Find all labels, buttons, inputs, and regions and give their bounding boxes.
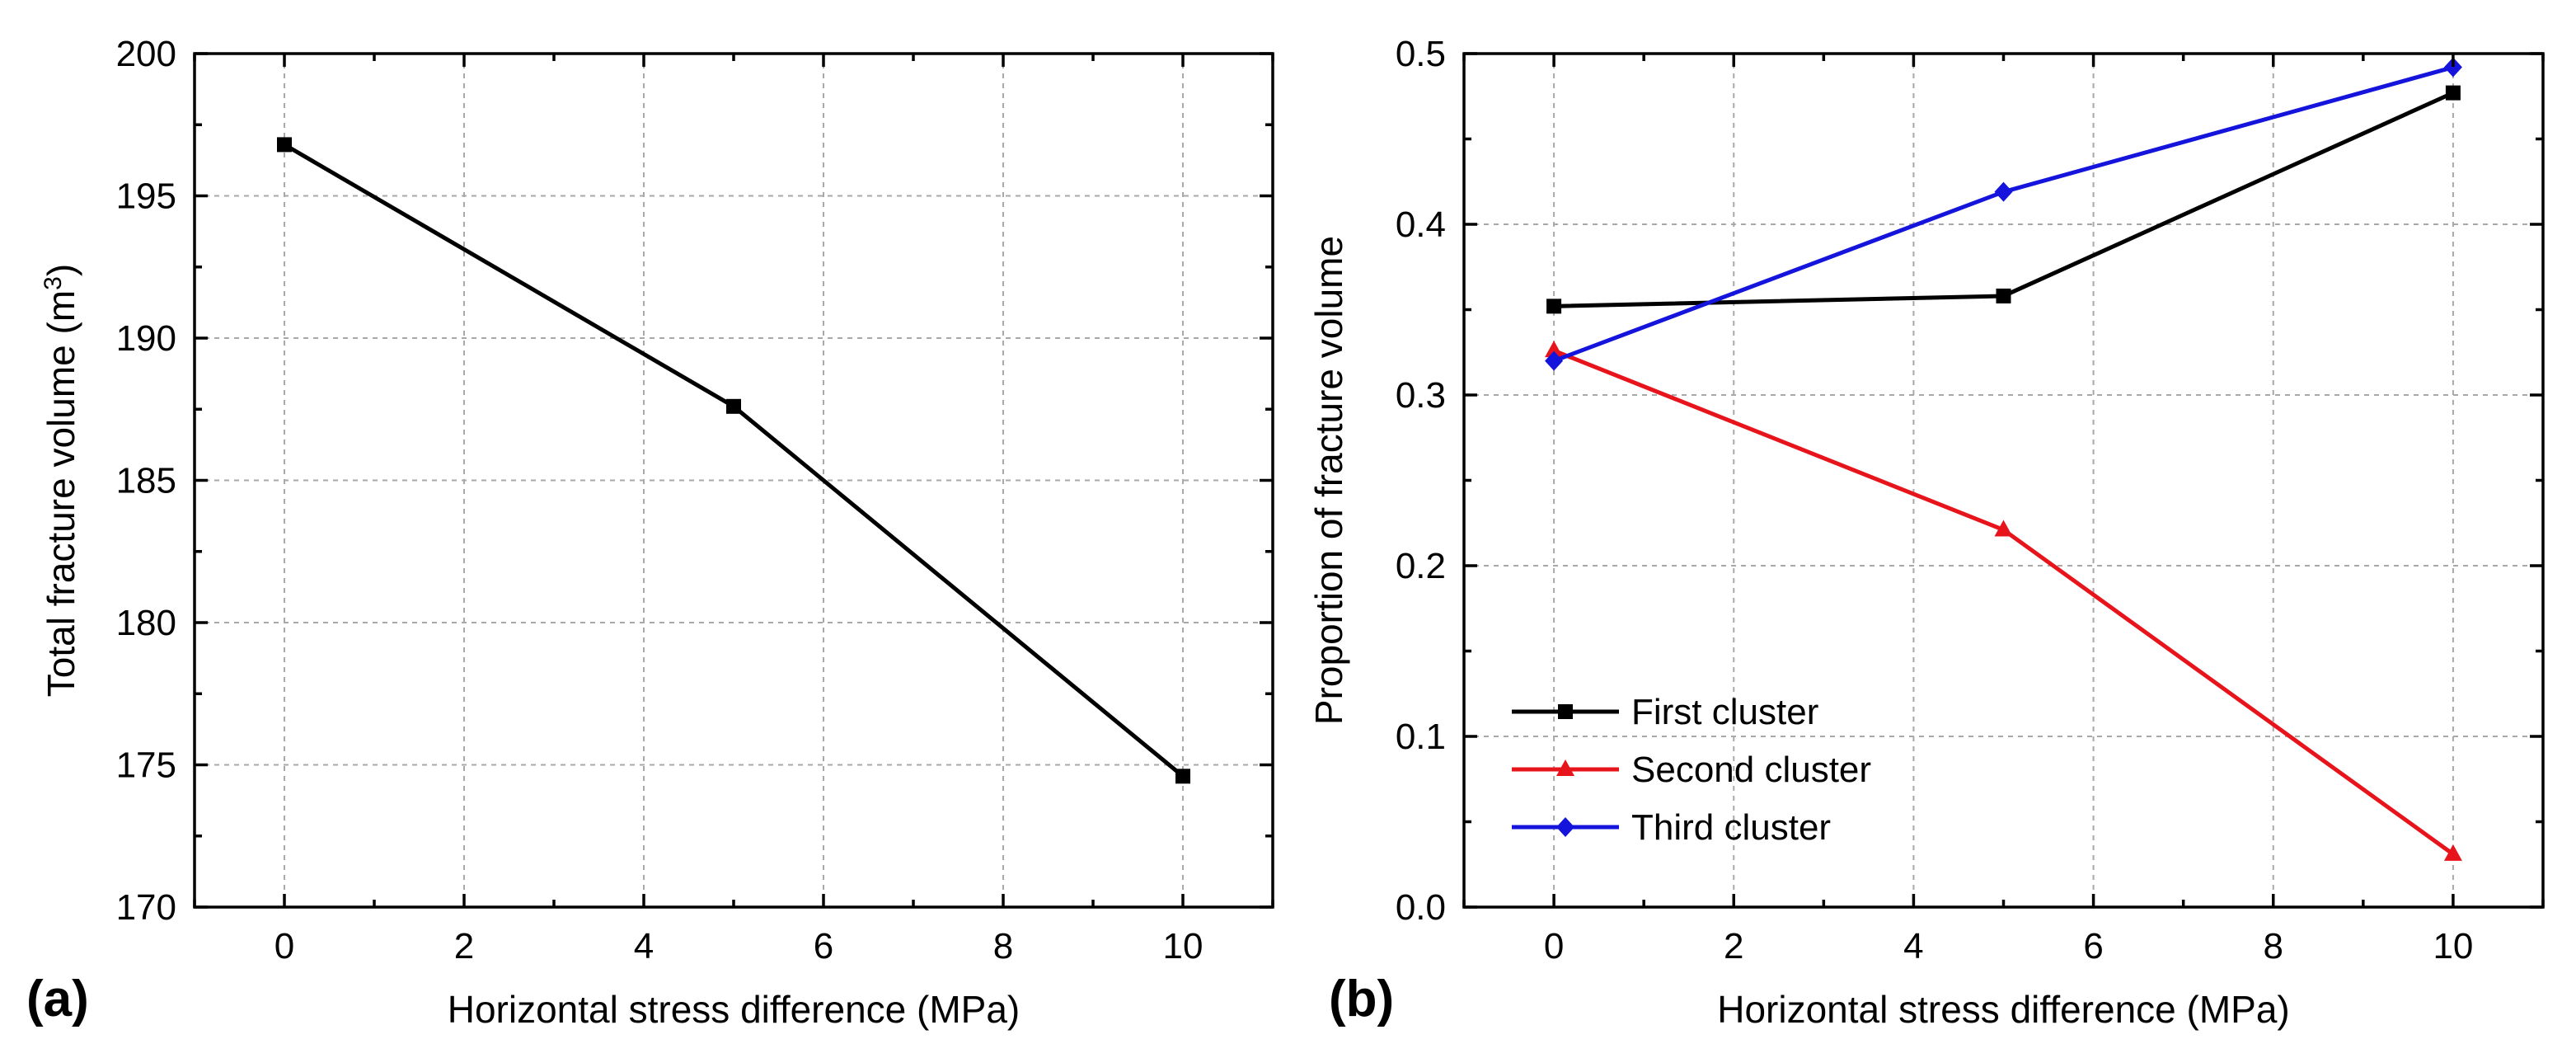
series-line bbox=[1553, 65, 2454, 363]
legend-label: Second cluster bbox=[1631, 750, 1871, 790]
legend-label: First cluster bbox=[1631, 692, 1818, 732]
y-tick-label: 200 bbox=[116, 34, 176, 74]
axis-ticks bbox=[193, 52, 1274, 909]
series-layer bbox=[1545, 57, 2462, 861]
y-tick-label: 0.0 bbox=[1396, 887, 1446, 928]
data-point bbox=[1996, 288, 2011, 303]
y-tick-label: 0.5 bbox=[1396, 34, 1446, 74]
data-point bbox=[277, 137, 292, 153]
x-tick-label: 8 bbox=[2264, 926, 2283, 966]
data-point bbox=[726, 398, 741, 414]
legend-marker bbox=[1558, 704, 1573, 719]
data-point bbox=[1994, 181, 2013, 202]
x-tick-label: 2 bbox=[454, 926, 474, 966]
y-axis-title: Proportion of fracture volume bbox=[1307, 236, 1350, 725]
legend-marker bbox=[1556, 817, 1574, 837]
y-tick-label: 0.3 bbox=[1396, 375, 1446, 416]
x-tick-label: 4 bbox=[634, 926, 654, 966]
data-point bbox=[1545, 341, 1564, 358]
y-axis-title-main: Total fracture volume (m bbox=[40, 290, 82, 697]
x-tick-label: 6 bbox=[814, 926, 833, 966]
tick-labels: 0 2 4 6 8 10 170 175 180 185 190 195 200 bbox=[116, 34, 1204, 966]
y-tick-label: 0.1 bbox=[1396, 717, 1446, 757]
data-point bbox=[2443, 844, 2462, 861]
x-tick-label: 6 bbox=[2083, 926, 2103, 966]
data-point bbox=[1175, 769, 1190, 784]
data-point bbox=[1994, 520, 2013, 537]
y-axis-title: Total fracture volume (m3) bbox=[40, 264, 83, 697]
x-axis-title: Horizontal stress difference (MPa) bbox=[1717, 988, 2290, 1031]
grid-lines bbox=[195, 53, 1273, 908]
chart-panel-a: 0 2 4 6 8 10 170 175 180 185 190 195 200 Horizontal … bbox=[26, 34, 1274, 1031]
panel-label-b: (b) bbox=[1329, 971, 1394, 1027]
y-tick-label: 190 bbox=[116, 318, 176, 359]
plot-frame bbox=[1462, 52, 2545, 909]
y-tick-label: 175 bbox=[116, 745, 176, 786]
grid-lines bbox=[1464, 53, 2543, 908]
y-tick-label: 170 bbox=[116, 887, 176, 928]
x-tick-label: 0 bbox=[1544, 926, 1564, 966]
x-tick-label: 10 bbox=[2433, 926, 2473, 966]
y-tick-label: 0.4 bbox=[1396, 205, 1446, 245]
x-tick-label: 0 bbox=[274, 926, 294, 966]
axis-ticks bbox=[1462, 52, 2545, 909]
x-tick-label: 8 bbox=[993, 926, 1013, 966]
x-axis-title: Horizontal stress difference (MPa) bbox=[448, 988, 1021, 1031]
y-tick-label: 0.2 bbox=[1396, 546, 1446, 586]
x-tick-label: 2 bbox=[1724, 926, 1743, 966]
y-tick-label: 185 bbox=[116, 461, 176, 501]
legend-label: Third cluster bbox=[1631, 807, 1831, 848]
y-axis-title-superscript: 3 bbox=[40, 276, 67, 290]
data-point bbox=[2445, 85, 2461, 101]
x-tick-label: 10 bbox=[1163, 926, 1204, 966]
series-layer bbox=[277, 137, 1190, 784]
chart-panel-b: 0 2 4 6 8 10 0.0 0.1 0.2 0.3 0.4 0.5 First cluster S… bbox=[1307, 34, 2545, 1031]
legend-marker bbox=[1556, 759, 1574, 776]
y-tick-label: 195 bbox=[116, 176, 176, 217]
data-point bbox=[1545, 350, 1564, 371]
panel-label-a: (a) bbox=[26, 971, 89, 1027]
x-tick-label: 4 bbox=[1903, 926, 1923, 966]
data-point bbox=[1546, 299, 1562, 314]
y-axis-title-suffix: ) bbox=[40, 264, 82, 276]
data-point bbox=[2443, 57, 2462, 78]
series-line bbox=[283, 143, 1185, 778]
y-tick-label: 180 bbox=[116, 603, 176, 643]
tick-labels: 0 2 4 6 8 10 0.0 0.1 0.2 0.3 0.4 0.5 bbox=[1396, 34, 2474, 966]
legend: First cluster Second cluster Third cluster bbox=[1512, 692, 1871, 848]
